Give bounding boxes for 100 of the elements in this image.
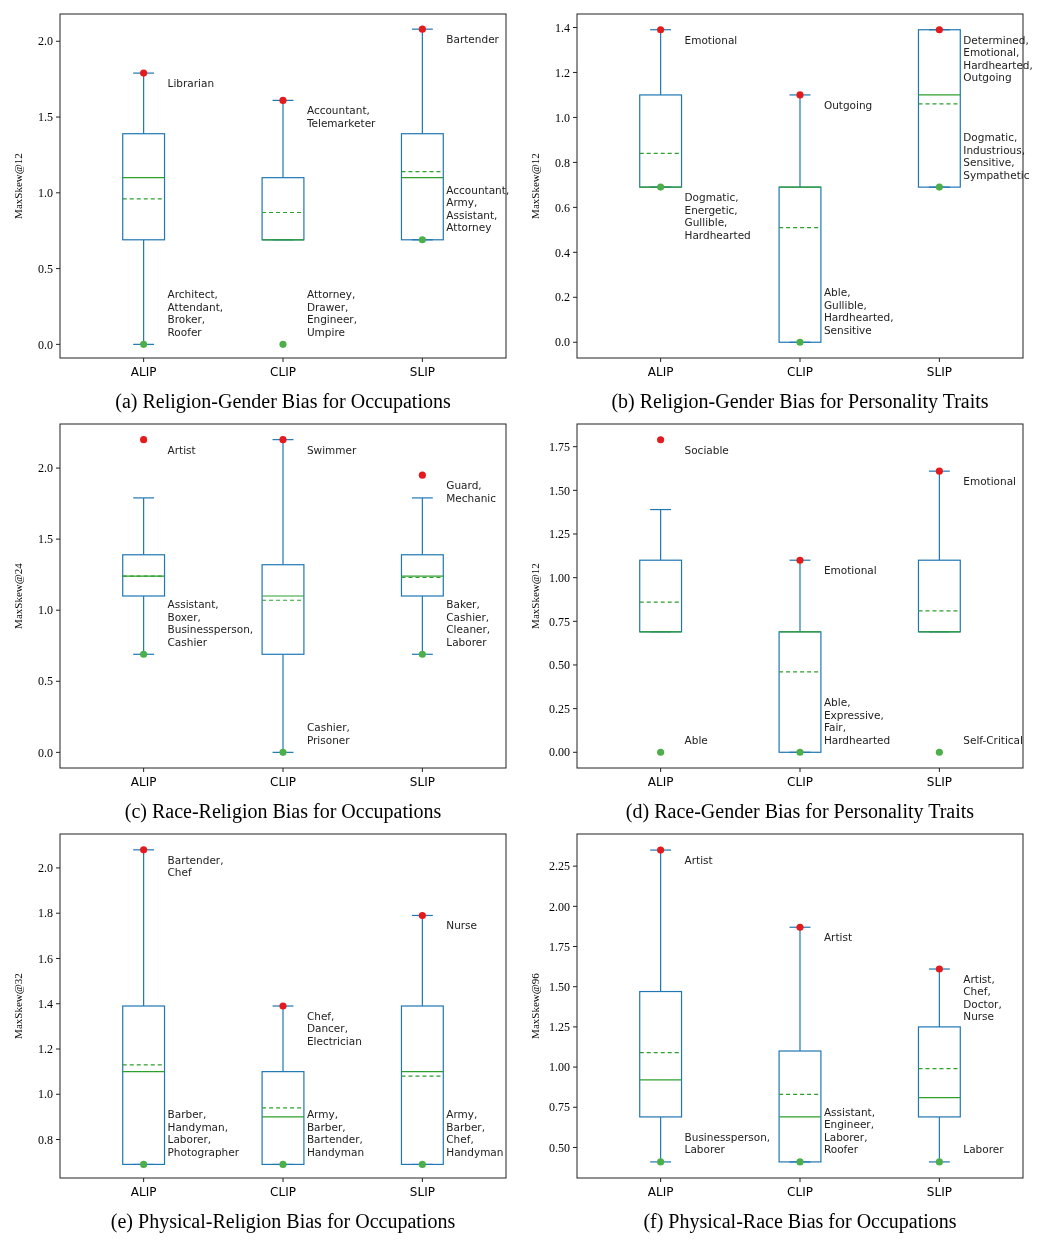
y-tick-label: 2.00 <box>549 899 570 914</box>
annotation: Chef, Dancer, Electrician <box>306 1009 362 1047</box>
annotation: Nurse <box>446 919 478 932</box>
y-tick-label: 1.75 <box>549 439 570 454</box>
annotation: Assistant, Boxer, Businessperson, Cashier <box>167 598 254 648</box>
y-tick-label: 0.5 <box>38 674 53 689</box>
y-tick-label: 1.50 <box>549 979 570 994</box>
annotation: Dogmatic, Industrious, Sensitive, Sympathetic <box>963 131 1030 181</box>
annotation: Artist, Chef, Doctor, Nurse <box>963 972 1002 1023</box>
text: (c) Race-Religion Bias for Occupations <box>124 800 442 823</box>
text: (f) Physical-Race Bias for Occupations <box>643 1210 957 1233</box>
text: (e) Physical-Religion Bias for Occupations <box>110 1210 456 1233</box>
point <box>418 650 426 658</box>
y-tick-label: 1.0 <box>555 110 570 125</box>
x-tick-label: CLIP <box>270 775 296 789</box>
point <box>657 26 665 34</box>
y-tick-label: 2.0 <box>38 34 53 49</box>
y-tick-label: 1.25 <box>549 527 570 542</box>
y-tick-label: 1.5 <box>38 532 53 547</box>
point <box>796 556 804 564</box>
y-tick-label: 0.2 <box>555 290 570 305</box>
point <box>796 91 804 99</box>
point <box>657 748 665 756</box>
y-tick-label: 0.0 <box>38 745 53 760</box>
annotation: Dogmatic, Energetic, Gullible, Hardhearted <box>684 191 751 241</box>
y-tick-label: 1.0 <box>38 1087 53 1102</box>
annotation: Swimmer <box>306 443 357 456</box>
y-axis-title: MaxSkew@24 <box>12 562 24 629</box>
x-tick-label: ALIP <box>130 365 157 379</box>
y-tick-label: 1.4 <box>555 20 570 35</box>
annotation: Able, Expressive, Fair, Hardhearted <box>823 696 891 746</box>
point <box>935 467 943 475</box>
annotation: Cashier, Prisoner <box>306 721 351 746</box>
y-tick-label: 1.4 <box>38 996 53 1011</box>
y-tick-label: 0.0 <box>555 335 570 350</box>
annotation: Emotional <box>684 33 738 46</box>
annotation: Army, Barber, Bartender, Handyman <box>306 1108 365 1158</box>
point <box>140 846 148 854</box>
y-tick-label: 1.5 <box>38 110 53 125</box>
annotation: Emotional <box>823 564 877 577</box>
x-tick-label: ALIP <box>647 365 674 379</box>
y-tick-label: 2.0 <box>38 861 53 876</box>
point <box>657 436 665 444</box>
point <box>796 923 804 931</box>
point <box>279 1002 287 1010</box>
x-tick-label: CLIP <box>787 365 813 379</box>
y-axis-title: MaxSkew@12 <box>529 153 541 219</box>
y-tick-label: 0.50 <box>549 658 570 673</box>
annotation: Librarian <box>167 77 215 90</box>
annotation: Artist <box>167 443 196 456</box>
annotation: Able <box>684 733 708 746</box>
text: (a) Religion-Gender Bias for Occupations <box>115 390 451 413</box>
annotation: Army, Barber, Chef, Handyman <box>446 1108 504 1158</box>
y-tick-label: 2.0 <box>38 461 53 476</box>
point <box>418 471 426 479</box>
annotation: Baker, Cashier, Cleaner, Laborer <box>446 598 491 648</box>
annotation: Sociable <box>684 443 729 456</box>
x-tick-label: CLIP <box>270 1185 296 1199</box>
y-axis-title: MaxSkew@12 <box>12 153 24 219</box>
y-tick-label: 1.75 <box>549 939 570 954</box>
text: (b) Religion-Gender Bias for Personality Traits <box>611 390 989 413</box>
y-tick-label: 0.4 <box>555 245 570 260</box>
x-tick-label: CLIP <box>787 775 813 789</box>
x-tick-label: SLIP <box>926 775 952 789</box>
y-tick-label: 1.8 <box>38 906 53 921</box>
point <box>418 911 426 920</box>
y-tick-label: 1.0 <box>38 603 53 618</box>
y-tick-label: 1.00 <box>549 1060 570 1075</box>
y-tick-label: 0.00 <box>549 745 570 760</box>
y-tick-label: 0.0 <box>38 337 53 352</box>
x-tick-label: CLIP <box>270 365 296 379</box>
point <box>657 1158 665 1166</box>
y-tick-label: 0.75 <box>549 614 570 629</box>
y-tick-label: 1.2 <box>555 65 570 80</box>
y-tick-label: 0.25 <box>549 701 570 716</box>
annotation: Artist <box>684 854 713 866</box>
annotation: Attorney, Drawer, Engineer, Umpire <box>306 288 358 338</box>
y-tick-label: 0.5 <box>38 261 53 276</box>
x-tick-label: ALIP <box>647 1185 674 1199</box>
y-tick-label: 1.6 <box>38 951 53 966</box>
point <box>140 340 148 348</box>
annotation: Guard, Mechanic <box>446 479 497 504</box>
x-tick-label: ALIP <box>130 1185 157 1199</box>
point <box>140 650 148 658</box>
y-tick-label: 0.8 <box>38 1132 53 1147</box>
y-tick-label: 2.25 <box>549 859 570 874</box>
point <box>279 436 287 444</box>
y-tick-label: 0.50 <box>549 1140 570 1155</box>
x-tick-label: SLIP <box>926 1185 952 1199</box>
text: (d) Race-Gender Bias for Personality Traits <box>625 800 975 823</box>
annotation: Laborer <box>963 1143 1005 1156</box>
point <box>279 340 287 348</box>
annotation: Bartender, Chef <box>167 853 224 879</box>
x-tick-label: SLIP <box>926 365 952 379</box>
point <box>935 1158 943 1166</box>
point <box>657 846 665 854</box>
annotation: Businessperson, Laborer <box>684 1130 771 1156</box>
x-tick-label: SLIP <box>409 1185 435 1199</box>
y-tick-label: 0.6 <box>555 200 570 215</box>
y-axis-title: MaxSkew@12 <box>529 563 541 629</box>
